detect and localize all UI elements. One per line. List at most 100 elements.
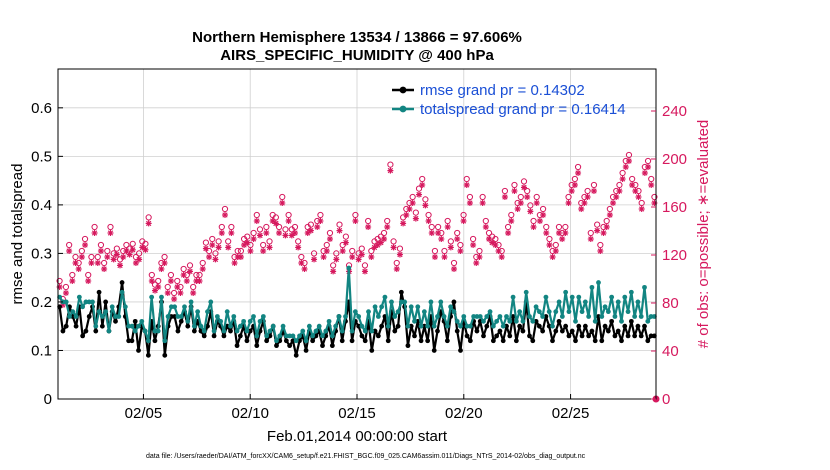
data-point-rmse [550,338,555,344]
data-point-spread [405,323,411,329]
data-point-spread [224,309,230,315]
obs-possible-point [470,235,477,243]
obs-evaluated-point [307,227,314,234]
data-point-rmse [421,323,427,329]
obs-possible-point [587,229,594,237]
data-point-spread [67,314,72,319]
data-point-rmse [412,333,417,339]
obs-evaluated-point [438,236,445,242]
data-point-spread [247,318,253,324]
data-point-spread [300,328,306,334]
obs-possible-point [256,226,264,233]
data-point-rmse [405,343,411,349]
obs-evaluated-point [546,242,553,248]
obs-evaluated-point [209,242,216,248]
obs-possible-point [129,240,136,247]
data-point-rmse [573,338,578,344]
data-point-rmse [60,328,66,334]
obs-evaluated-point [82,242,89,248]
obs-possible-point [625,151,633,159]
obs-possible-point [441,247,448,255]
data-point-spread [155,328,161,334]
data-point-spread [474,314,480,319]
data-point-rmse [63,323,69,329]
obs-evaluated-point [625,158,632,164]
data-point-spread [412,318,417,324]
obs-possible-point [482,217,489,225]
obs-possible-point [629,175,636,183]
data-point-rmse [254,343,260,349]
data-point-rmse [494,333,500,339]
data-point-spread [198,323,204,329]
obs-possible-point [260,241,267,249]
data-point-spread [185,318,191,324]
data-point-rmse [379,323,385,329]
data-point-rmse [191,328,197,334]
obs-evaluated-point [66,248,73,254]
data-point-rmse [425,338,431,344]
data-point-rmse [500,338,506,344]
obs-possible-point [171,289,178,297]
obs-possible-point [393,259,400,267]
data-point-rmse [385,338,391,344]
obs-evaluated-point [476,254,483,260]
data-point-rmse [178,318,184,324]
data-point-spread [494,318,500,324]
data-point-spread [290,333,296,339]
obs-evaluated-point [215,244,222,251]
obs-possible-point [342,233,349,240]
data-point-rmse [635,323,641,329]
data-point-spread [389,299,394,305]
data-point-rmse [247,328,253,334]
data-point-spread [615,299,621,305]
chart-subtitle: AIRS_SPECIFIC_HUMIDITY @ 400 hPa [220,47,494,64]
obs-evaluated-point [85,278,92,284]
obs-possible-point [457,241,464,249]
data-point-spread [632,314,638,319]
obs-evaluated-point [648,182,655,188]
data-point-spread [237,323,243,329]
data-point-spread [510,294,516,300]
data-point-spread [310,333,316,339]
obs-evaluated-point [349,254,356,260]
data-point-spread [477,314,483,319]
data-point-spread [214,314,220,319]
obs-possible-point [104,247,111,255]
obs-possible-point [352,211,359,219]
data-point-spread [244,328,250,334]
obs-possible-point [358,245,365,252]
obs-possible-point [174,277,181,285]
data-point-rmse [83,328,89,334]
data-point-spread [366,309,371,315]
data-point-spread [191,323,197,329]
obs-evaluated-point [110,256,117,263]
obs-possible-point [69,271,76,279]
obs-evaluated-point [441,254,448,260]
obs-evaluated-point [470,242,477,248]
data-point-rmse [293,352,299,358]
obs-evaluated-point [571,182,578,188]
obs-evaluated-point [136,256,143,263]
obs-evaluated-point [326,236,333,242]
obs-possible-point [476,247,483,255]
obs-possible-point [412,209,419,216]
obs-possible-point [155,277,162,285]
legend-marker-rmse [399,86,407,94]
data-point-rmse [126,338,132,344]
obs-possible-point [91,223,98,231]
obs-evaluated-point [638,206,645,212]
data-point-spread [589,284,595,290]
obs-possible-point [555,223,563,231]
obs-evaluated-point [91,230,98,236]
obs-possible-point [123,241,130,249]
data-point-rmse [645,338,651,344]
y2-tick-label: 80 [662,295,679,312]
obs-possible-point [409,193,416,201]
obs-evaluated-point [355,256,362,263]
data-point-spread [116,314,122,319]
data-point-spread [550,323,555,329]
data-point-spread [86,299,92,305]
data-point-rmse [119,280,125,285]
data-point-spread [533,304,539,310]
obs-evaluated-point [619,176,626,182]
